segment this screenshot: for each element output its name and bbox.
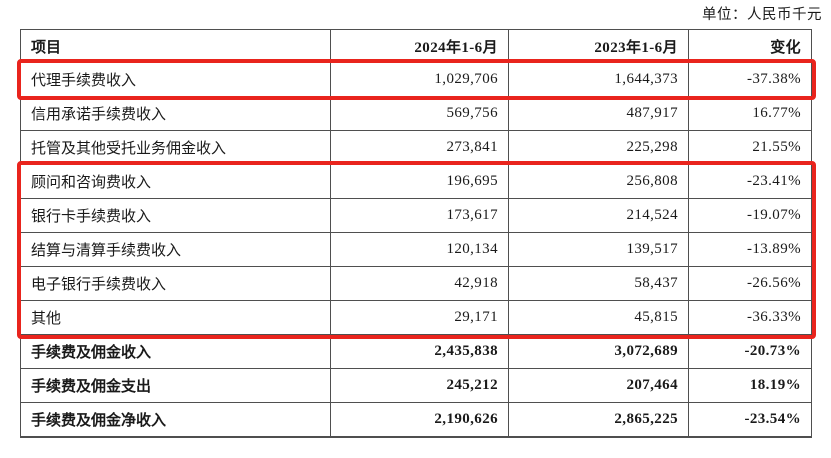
- table-row: 信用承诺手续费收入 569,756 487,917 16.77%: [21, 97, 811, 131]
- row-change-cell: -23.54%: [688, 403, 811, 436]
- row-item-cell: 其他: [31, 311, 62, 327]
- row-change-cell: -23.41%: [688, 165, 811, 198]
- row-2024-cell: 273,841: [330, 131, 508, 164]
- row-2023-cell: 214,524: [508, 199, 688, 232]
- row-2023-cell: 487,917: [508, 97, 688, 130]
- row-change-cell: -26.56%: [688, 267, 811, 300]
- table-header-row: 项目 2024年1-6月 2023年1-6月 变化: [21, 30, 811, 63]
- row-change-cell: 21.55%: [688, 131, 811, 164]
- row-2023-cell: 139,517: [508, 233, 688, 266]
- row-2024-cell: 2,190,626: [330, 403, 508, 436]
- table-row: 代理手续费收入 1,029,706 1,644,373 -37.38%: [21, 63, 811, 97]
- row-item-cell: 托管及其他受托业务佣金收入: [31, 141, 227, 157]
- row-change-cell: 18.19%: [688, 369, 811, 402]
- unit-label: 单位：人民币千元: [702, 7, 822, 23]
- row-2024-cell: 1,029,706: [330, 63, 508, 96]
- row-2024-cell: 173,617: [330, 199, 508, 232]
- header-change: 变化: [688, 30, 811, 62]
- row-item-cell: 银行卡手续费收入: [31, 209, 152, 225]
- row-item-cell: 手续费及佣金支出: [31, 379, 152, 395]
- header-period-2023: 2023年1-6月: [508, 30, 688, 62]
- row-2023-cell: 2,865,225: [508, 403, 688, 436]
- table-row: 结算与清算手续费收入 120,134 139,517 -13.89%: [21, 233, 811, 267]
- row-2023-cell: 225,298: [508, 131, 688, 164]
- row-change-cell: -36.33%: [688, 301, 811, 334]
- table-row: 顾问和咨询费收入 196,695 256,808 -23.41%: [21, 165, 811, 199]
- row-item-cell: 手续费及佣金净收入: [31, 413, 167, 429]
- row-item-cell: 代理手续费收入: [31, 73, 137, 89]
- row-2023-cell: 207,464: [508, 369, 688, 402]
- row-2023-cell: 3,072,689: [508, 335, 688, 368]
- row-2024-cell: 120,134: [330, 233, 508, 266]
- table-row-total-expense: 手续费及佣金支出 245,212 207,464 18.19%: [21, 369, 811, 403]
- row-change-cell: -13.89%: [688, 233, 811, 266]
- header-period-2024: 2024年1-6月: [330, 30, 508, 62]
- row-2024-cell: 196,695: [330, 165, 508, 198]
- row-change-cell: -20.73%: [688, 335, 811, 368]
- table-row: 银行卡手续费收入 173,617 214,524 -19.07%: [21, 199, 811, 233]
- table-row: 托管及其他受托业务佣金收入 273,841 225,298 21.55%: [21, 131, 811, 165]
- row-item-cell: 电子银行手续费收入: [31, 277, 167, 293]
- row-2024-cell: 29,171: [330, 301, 508, 334]
- row-2024-cell: 245,212: [330, 369, 508, 402]
- row-2023-cell: 256,808: [508, 165, 688, 198]
- row-2024-cell: 42,918: [330, 267, 508, 300]
- row-2023-cell: 58,437: [508, 267, 688, 300]
- row-2023-cell: 45,815: [508, 301, 688, 334]
- row-2024-cell: 2,435,838: [330, 335, 508, 368]
- table-row: 其他 29,171 45,815 -36.33%: [21, 301, 811, 335]
- row-item-cell: 结算与清算手续费收入: [31, 243, 182, 259]
- table-row: 电子银行手续费收入 42,918 58,437 -26.56%: [21, 267, 811, 301]
- header-item: 项目: [31, 39, 62, 56]
- row-2024-cell: 569,756: [330, 97, 508, 130]
- row-2023-cell: 1,644,373: [508, 63, 688, 96]
- row-item-cell: 信用承诺手续费收入: [31, 107, 167, 123]
- row-item-cell: 手续费及佣金收入: [31, 345, 152, 361]
- table-row-total-income: 手续费及佣金收入 2,435,838 3,072,689 -20.73%: [21, 335, 811, 369]
- row-change-cell: -37.38%: [688, 63, 811, 96]
- row-item-cell: 顾问和咨询费收入: [31, 175, 152, 191]
- row-change-cell: 16.77%: [688, 97, 811, 130]
- table-row-net-income: 手续费及佣金净收入 2,190,626 2,865,225 -23.54%: [21, 403, 811, 437]
- fee-commission-table: 项目 2024年1-6月 2023年1-6月 变化 代理手续费收入 1,029,…: [17, 29, 816, 438]
- row-change-cell: -19.07%: [688, 199, 811, 232]
